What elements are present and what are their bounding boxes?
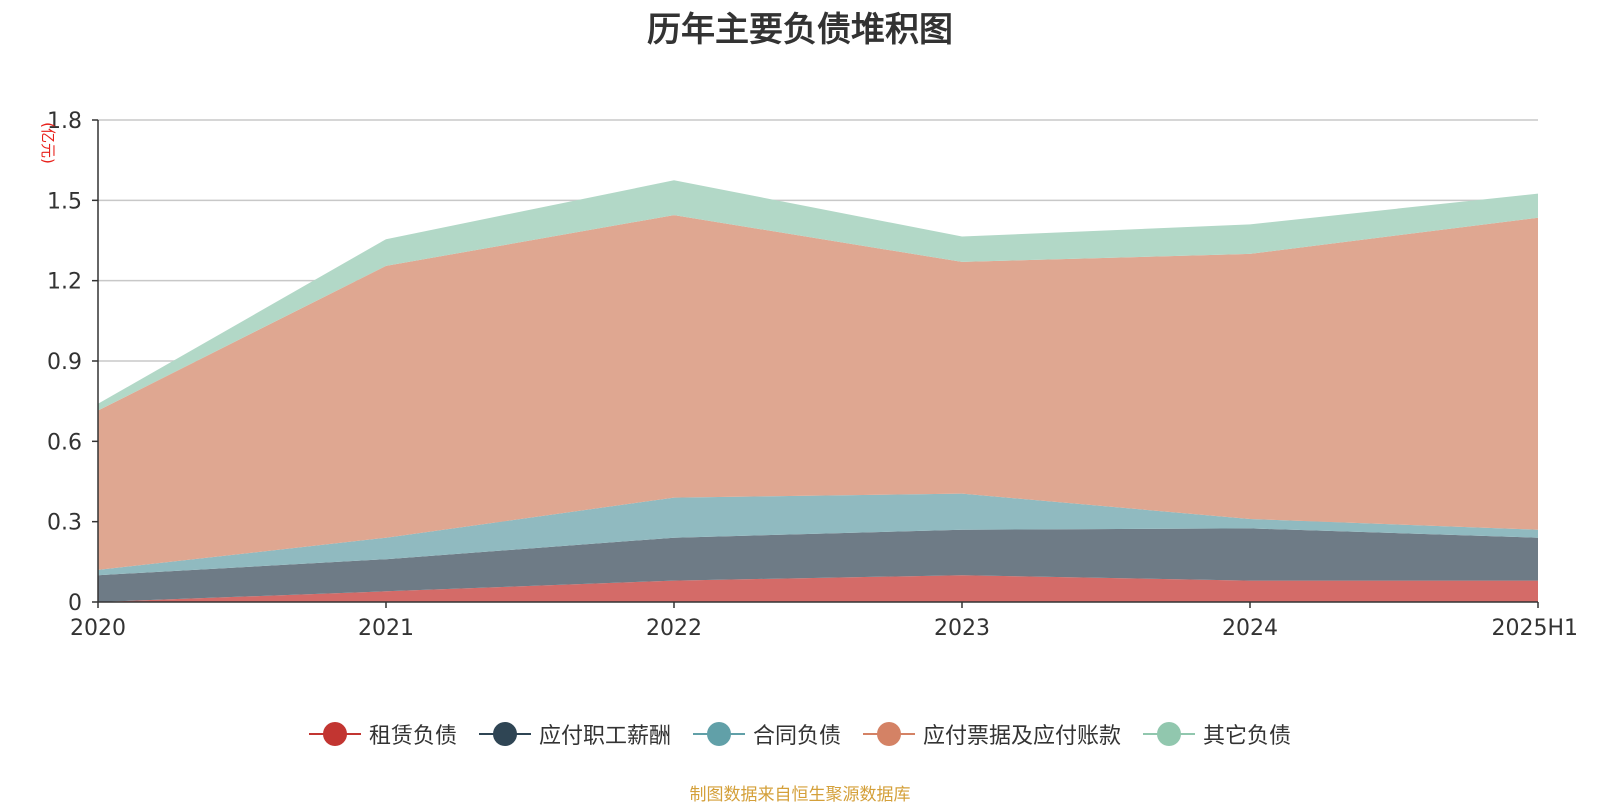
legend-swatch-icon [478,722,531,746]
axes: 0 0.3 0.6 0.9 1.2 1.5 1.8 2020 2021 2022 2023 2024 2… [47,109,1578,641]
y-tick-label: 0 [68,591,82,616]
legend-label: 其它负债 [1203,724,1292,749]
legend-swatch-icon [1143,722,1196,746]
legend-item-0[interactable]: 租赁负债 [308,718,457,750]
legend-swatch-icon [863,722,915,746]
y-tick-label: 1.8 [47,109,82,134]
area-series-0 [98,575,1538,602]
legend-item-4[interactable]: 其它负债 [1143,718,1291,750]
legend-swatch-icon [308,722,361,746]
y-tick-label: 0.9 [47,350,82,375]
x-tick-label: 2020 [70,616,126,641]
legend: 租赁负债 应付职工薪酬 合同负债 应付票据及应付账款 其它负债 [0,718,1600,750]
area-series-3 [98,215,1538,570]
legend-label: 租赁负债 [368,724,457,749]
legend-item-3[interactable]: 应付票据及应付账款 [863,718,1121,750]
y-tick-label: 1.5 [47,189,82,214]
legend-label: 应付职工薪酬 [538,724,671,749]
legend-swatch-icon [692,722,745,746]
legend-item-1[interactable]: 应付职工薪酬 [478,718,671,750]
x-tick-label: 2023 [934,616,990,641]
x-tick-label: 2025H1 [1491,616,1578,641]
y-tick-label: 0.3 [47,511,82,536]
y-tick-label: 1.2 [47,270,82,295]
area-series-4 [98,180,1538,411]
x-tick-label: 2024 [1222,616,1278,641]
area-series-1 [98,528,1538,602]
stacked-areas [98,180,1538,602]
x-tick-label: 2022 [646,616,702,641]
y-tick-label: 0.6 [47,430,82,455]
area-series-2 [98,493,1538,576]
legend-item-2[interactable]: 合同负债 [692,718,841,750]
chart-title: 历年主要负债堆积图 [647,10,953,50]
source-note: 制图数据来自恒生聚源数据库 [689,785,911,805]
y-axis-unit-label: (亿元) [39,122,57,164]
x-tick-label: 2021 [358,616,414,641]
legend-label: 应付票据及应付账款 [923,724,1122,749]
legend-label: 合同负债 [752,724,841,749]
